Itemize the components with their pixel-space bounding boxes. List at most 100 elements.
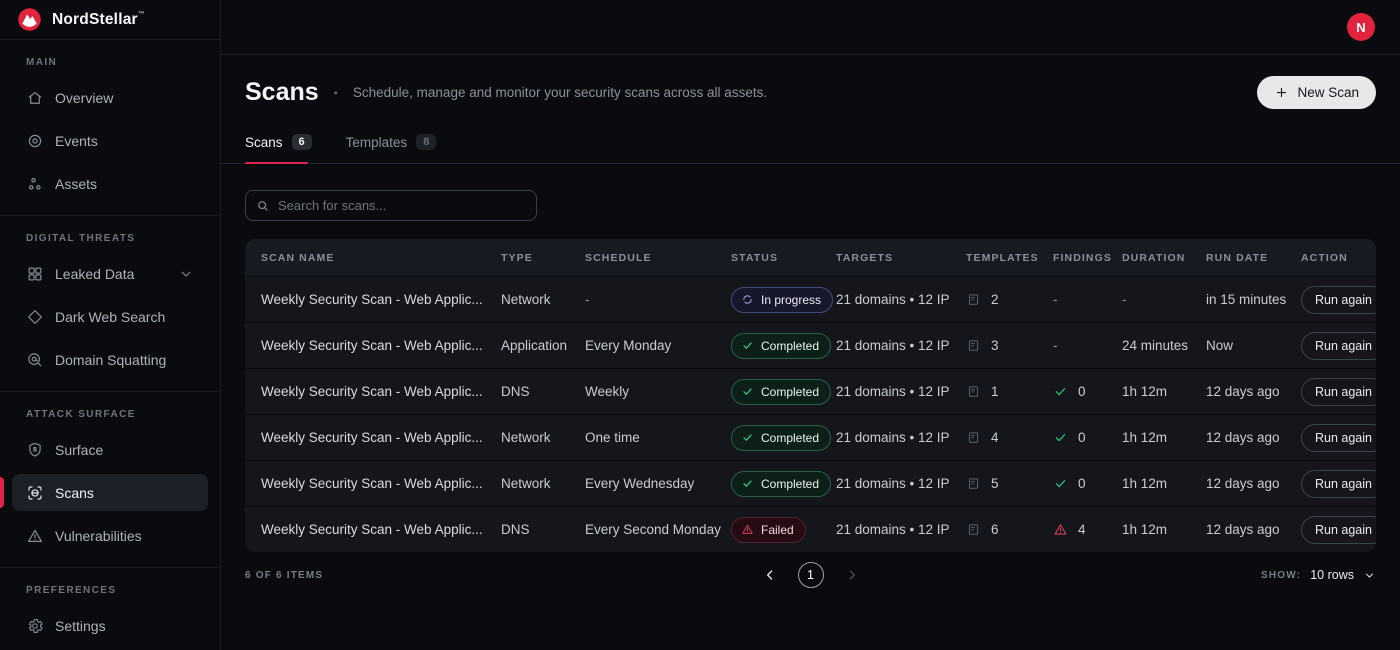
at-search-icon xyxy=(28,352,42,366)
status-badge: Completed xyxy=(731,378,832,405)
scan-targets: 21 domains • 12 IP xyxy=(836,476,950,491)
main-area: N Scans • Schedule, manage and monitor y… xyxy=(221,0,1400,650)
findings-count: 0 xyxy=(1078,430,1086,445)
scan-targets: 21 domains • 12 IP xyxy=(836,430,950,445)
sidebar-item-label: Leaked Data xyxy=(55,265,135,282)
scan-icon xyxy=(28,485,42,500)
sidebar-item-domain-squatting[interactable]: Domain Squatting xyxy=(12,341,208,378)
scan-run-date: 12 days ago xyxy=(1206,430,1280,445)
findings-count: 0 xyxy=(1078,476,1086,491)
search-box[interactable] xyxy=(245,190,537,221)
page-number-button[interactable]: 1 xyxy=(797,562,824,588)
prev-page-button[interactable] xyxy=(762,567,778,583)
table-row[interactable]: Weekly Security Scan - Web Applic... Net… xyxy=(245,276,1376,322)
col-scan-name: SCAN NAME xyxy=(261,251,335,264)
scan-schedule: Every Second Monday xyxy=(585,522,721,537)
scan-schedule: Weekly xyxy=(585,384,630,399)
run-again-button[interactable]: Run again xyxy=(1301,469,1376,498)
scan-name: Weekly Security Scan - Web Applic... xyxy=(261,384,483,399)
diamond-icon xyxy=(28,309,42,324)
sidebar-item-settings[interactable]: Settings xyxy=(12,607,208,644)
sidebar-divider xyxy=(0,567,220,568)
scan-targets: 21 domains • 12 IP xyxy=(836,384,950,399)
tab-templates[interactable]: Templates 8 xyxy=(346,134,437,163)
tab-count-badge: 6 xyxy=(291,134,312,150)
shield-icon xyxy=(29,442,41,457)
run-again-button[interactable]: Run again xyxy=(1301,423,1376,452)
nodes-icon xyxy=(29,177,41,190)
status-label: Completed xyxy=(761,338,820,353)
new-scan-button[interactable]: New Scan xyxy=(1257,76,1376,109)
sidebar-item-events[interactable]: Events xyxy=(12,122,208,159)
page-header: Scans • Schedule, manage and monitor you… xyxy=(245,76,1376,109)
search-input[interactable] xyxy=(278,198,526,213)
brand: NordStellar™ xyxy=(0,0,220,40)
findings-cell: - xyxy=(1053,338,1058,353)
findings-cell: 0 xyxy=(1053,384,1122,399)
sidebar-item-dark-web-search[interactable]: Dark Web Search xyxy=(12,298,208,335)
next-page-button[interactable] xyxy=(844,567,860,583)
show-label: SHOW: xyxy=(1260,569,1302,581)
table-row[interactable]: Weekly Security Scan - Web Applic... Net… xyxy=(245,414,1376,460)
col-templates: TEMPLATES xyxy=(966,251,1039,264)
run-again-button[interactable]: Run again xyxy=(1301,377,1376,406)
rows-per-page-selector[interactable]: SHOW: 10 rows xyxy=(1261,568,1376,582)
status-badge: Completed xyxy=(731,470,832,497)
table-row[interactable]: Weekly Security Scan - Web Applic... DNS… xyxy=(245,368,1376,414)
check-icon xyxy=(743,480,752,487)
scan-run-date: 12 days ago xyxy=(1206,384,1280,399)
avatar[interactable]: N xyxy=(1347,13,1375,41)
section-label-attack-surface: ATTACK SURFACE xyxy=(26,409,136,420)
sidebar-divider xyxy=(0,391,220,392)
tab-label: Scans xyxy=(245,134,283,150)
templates-count: 6 xyxy=(991,522,999,537)
scan-duration: 1h 12m xyxy=(1122,430,1168,445)
run-again-button[interactable]: Run again xyxy=(1301,285,1376,314)
scan-name: Weekly Security Scan - Web Applic... xyxy=(261,522,483,537)
template-icon xyxy=(968,432,979,443)
col-findings: FINDINGS xyxy=(1053,251,1112,264)
scan-run-date: 12 days ago xyxy=(1206,522,1280,537)
chevron-down-icon xyxy=(181,271,191,277)
sidebar-item-surface[interactable]: Surface xyxy=(12,431,208,468)
scan-type: DNS xyxy=(501,522,530,537)
sidebar-item-scans[interactable]: Scans xyxy=(0,474,208,511)
chevron-right-icon xyxy=(849,570,855,580)
chevron-down-icon xyxy=(1365,573,1374,578)
scan-targets: 21 domains • 12 IP xyxy=(836,338,950,353)
templates-count: 5 xyxy=(991,476,999,491)
scan-name: Weekly Security Scan - Web Applic... xyxy=(261,338,483,353)
table-row[interactable]: Weekly Security Scan - Web Applic... DNS… xyxy=(245,506,1376,552)
status-label: In progress xyxy=(761,292,822,307)
sidebar-divider xyxy=(0,215,220,216)
sidebar-item-leaked-data[interactable]: Leaked Data xyxy=(12,255,208,292)
table-row[interactable]: Weekly Security Scan - Web Applic... App… xyxy=(245,322,1376,368)
status-badge: In progress xyxy=(731,286,834,313)
findings-cell: 4 xyxy=(1053,522,1122,537)
status-badge: Completed xyxy=(731,332,832,359)
scan-run-date: 12 days ago xyxy=(1206,476,1280,491)
pagination: 1 xyxy=(762,562,860,588)
search-icon xyxy=(258,200,268,211)
sidebar-item-assets[interactable]: Assets xyxy=(12,165,208,202)
run-again-button[interactable]: Run again xyxy=(1301,331,1376,360)
tab-count-badge: 8 xyxy=(416,134,437,150)
refresh-icon xyxy=(743,295,752,304)
scan-duration: 1h 12m xyxy=(1122,522,1168,537)
sidebar-item-overview[interactable]: Overview xyxy=(12,79,208,116)
templates-count: 4 xyxy=(991,430,999,445)
run-again-button[interactable]: Run again xyxy=(1301,515,1376,544)
scan-duration: 1h 12m xyxy=(1122,476,1168,491)
topbar: N xyxy=(221,0,1400,55)
findings-count: 4 xyxy=(1078,522,1086,537)
tab-scans[interactable]: Scans 6 xyxy=(245,134,312,164)
template-icon xyxy=(968,340,979,351)
table-row[interactable]: Weekly Security Scan - Web Applic... Net… xyxy=(245,460,1376,506)
template-icon xyxy=(968,524,979,535)
templates-count: 2 xyxy=(991,292,999,307)
sidebar-nav: MAIN Overview Events Assets DIGITAL THRE… xyxy=(0,40,220,650)
sidebar-item-vulnerabilities[interactable]: Vulnerabilities xyxy=(12,517,208,554)
sidebar-item-label: Dark Web Search xyxy=(55,308,166,325)
scan-targets: 21 domains • 12 IP xyxy=(836,522,950,537)
templates-cell: 1 xyxy=(966,384,1053,399)
